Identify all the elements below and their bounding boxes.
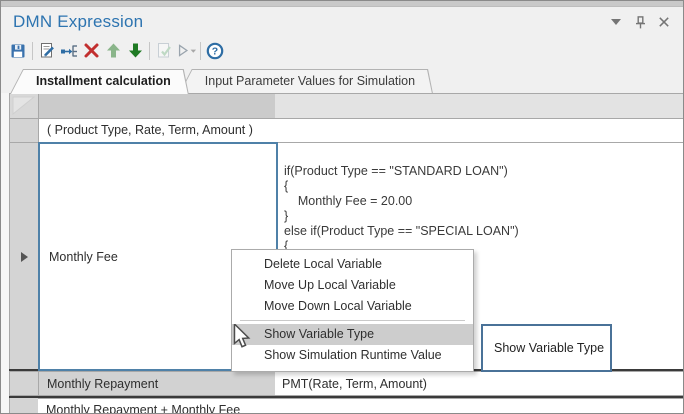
svg-text:?: ? <box>212 45 218 57</box>
variable-name-label: Monthly Repayment <box>47 376 159 391</box>
menu-separator <box>240 320 465 321</box>
menu-item-show-variable-type[interactable]: Show Variable Type <box>232 324 473 345</box>
toolbar-separator <box>32 41 33 60</box>
tab-label: Input Parameter Values for Simulation <box>204 74 416 88</box>
pin-icon[interactable] <box>631 13 649 31</box>
toolbar-separator <box>149 41 150 60</box>
code-line: else if(Product Type == "SPECIAL LOAN") <box>284 224 519 238</box>
context-menu: Delete Local Variable Move Up Local Vari… <box>231 249 474 372</box>
titlebar: DMN Expression <box>1 7 683 37</box>
callout-label: Show Variable Type <box>494 341 605 355</box>
tabbar: Installment calculation Input Parameter … <box>1 64 683 94</box>
code-line: Monthly Fee = 20.00 <box>284 194 413 208</box>
toolbar-separator <box>200 41 201 60</box>
toolbar: ? <box>1 37 683 64</box>
output-expression-row[interactable]: Monthly Repayment + Monthly Fee <box>38 398 683 413</box>
run-simulation-icon[interactable] <box>175 40 197 62</box>
row-selector-monthly-fee[interactable] <box>9 142 39 371</box>
expression-text: PMT(Rate, Term, Amount) <box>282 376 427 391</box>
show-variable-type-callout: Show Variable Type <box>481 324 612 372</box>
tab-shape <box>179 69 433 94</box>
tab-shape <box>10 69 189 94</box>
row-marker-icon <box>20 251 28 262</box>
help-icon[interactable]: ? <box>204 40 226 62</box>
section-divider-line <box>9 396 683 398</box>
column-header-name[interactable] <box>38 93 276 119</box>
tab-input-parameter-values[interactable]: Input Parameter Values for Simulation <box>179 69 433 94</box>
move-down-icon[interactable] <box>124 40 146 62</box>
code-line: } <box>284 209 289 223</box>
save-icon[interactable] <box>7 40 29 62</box>
insert-local-variable-icon[interactable] <box>58 40 80 62</box>
window-title: DMN Expression <box>13 12 144 31</box>
grid-corner-cell[interactable] <box>9 93 39 119</box>
row-gutter[interactable] <box>9 118 39 143</box>
code-line: { <box>284 179 289 193</box>
close-icon[interactable] <box>655 13 673 31</box>
column-header-expression[interactable] <box>275 93 683 119</box>
expression-cell-monthly-repayment[interactable]: PMT(Rate, Term, Amount) <box>275 371 683 396</box>
move-up-icon[interactable] <box>102 40 124 62</box>
window-top-edge <box>1 1 683 7</box>
menu-item-delete-local-variable[interactable]: Delete Local Variable <box>264 257 382 271</box>
mouse-cursor <box>233 322 251 355</box>
row-selector-monthly-repayment[interactable] <box>9 371 39 396</box>
chevron-down-icon[interactable] <box>607 13 625 31</box>
menu-item-move-up-local-variable[interactable]: Move Up Local Variable <box>264 278 396 292</box>
menu-item-move-down-local-variable[interactable]: Move Down Local Variable <box>264 299 412 313</box>
row-selector-output[interactable] <box>9 398 39 413</box>
code-line: if(Product Type == "STANDARD LOAN") <box>284 164 508 178</box>
parameters-row[interactable]: ( Product Type, Rate, Term, Amount ) <box>38 118 683 143</box>
code-line: { <box>284 239 289 253</box>
tab-label: Installment calculation <box>36 74 171 88</box>
variable-name-cell-monthly-repayment[interactable]: Monthly Repayment <box>38 371 276 396</box>
delete-icon[interactable] <box>80 40 102 62</box>
tab-installment-calculation[interactable]: Installment calculation <box>10 69 189 94</box>
validate-icon[interactable] <box>153 40 175 62</box>
variable-name-label: Monthly Fee <box>49 249 118 264</box>
menu-item-show-simulation-runtime-value[interactable]: Show Simulation Runtime Value <box>264 348 442 362</box>
edit-expression-icon[interactable] <box>36 40 58 62</box>
